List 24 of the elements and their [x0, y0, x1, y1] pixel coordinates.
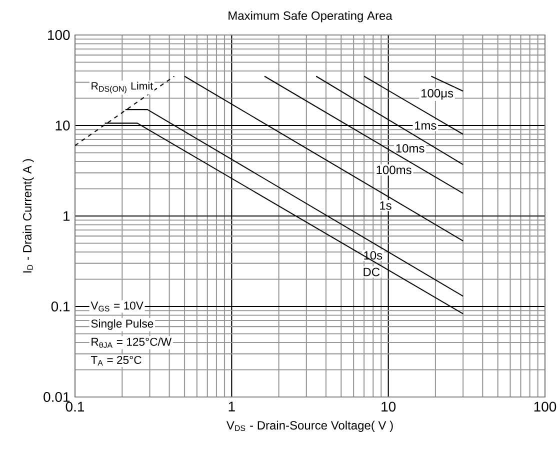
- annotation: V$_{GS}$ = 10V: [90, 302, 144, 312]
- series-label: 100μs: [422, 88, 454, 100]
- y-axis-title: I$_{D}$ - Drain Current( A ): [22, 159, 34, 272]
- y-tick-label: 100: [48, 30, 70, 40]
- x-tick-label: 10: [382, 402, 396, 412]
- annotation: R$_{θJA}$ = 125°C/W: [92, 338, 172, 348]
- annotation: Single Pulse: [91, 319, 154, 330]
- y-tick-label: 0.1: [51, 302, 70, 312]
- series-label: DC: [364, 268, 380, 276]
- x-tick-label: 1: [228, 402, 235, 412]
- series-label: 1s: [380, 201, 392, 210]
- series-label: 1ms: [414, 121, 436, 130]
- chart-title: Maximum Safe Operating Area: [228, 11, 392, 22]
- series-label: R$_{DS(ON)}$ Limit: [92, 82, 153, 94]
- series-label: 10s: [364, 251, 382, 260]
- annotation: T$_{A}$ = 25°C: [90, 356, 142, 366]
- x-tick-label: 0.1: [66, 402, 84, 412]
- series-label: 10ms: [396, 144, 424, 153]
- y-tick-label: 1: [64, 211, 70, 221]
- y-tick-label: 0.01: [44, 392, 70, 402]
- series-label: 100ms: [376, 166, 412, 174]
- y-tick-label: 10: [56, 120, 70, 130]
- x-tick-label: 100: [534, 402, 556, 412]
- x-axis-title: V$_{DS}$ - Drain-Source Voltage( V ): [226, 420, 393, 432]
